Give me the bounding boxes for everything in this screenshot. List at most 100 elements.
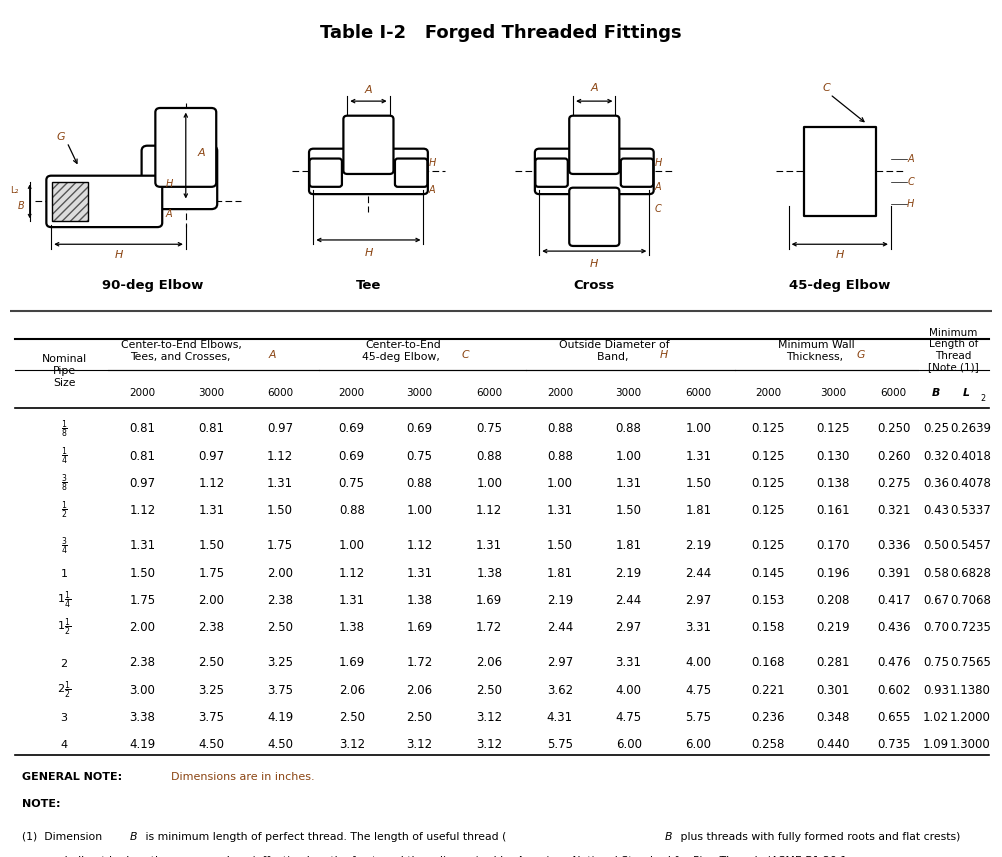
Text: 2.38: 2.38 (268, 594, 293, 607)
Text: 1.69: 1.69 (339, 656, 365, 669)
Text: 2.44: 2.44 (615, 594, 641, 607)
Text: $\frac{1}{4}$: $\frac{1}{4}$ (60, 446, 67, 467)
Text: H: H (836, 250, 844, 261)
Text: 0.125: 0.125 (752, 450, 785, 463)
Text: B: B (665, 831, 672, 842)
Text: 2.06: 2.06 (407, 684, 433, 697)
Text: 1.12: 1.12 (129, 504, 155, 517)
Text: 4.50: 4.50 (268, 738, 293, 751)
Text: 2000: 2000 (756, 388, 782, 399)
Text: 0.7068: 0.7068 (950, 594, 991, 607)
FancyBboxPatch shape (535, 149, 653, 195)
Text: NOTE:: NOTE: (22, 800, 60, 809)
Text: (1)  Dimension: (1) Dimension (22, 831, 105, 842)
Text: 1.81: 1.81 (615, 539, 641, 553)
Text: 0.735: 0.735 (877, 738, 911, 751)
Text: 0.170: 0.170 (817, 539, 850, 553)
Text: 3000: 3000 (198, 388, 224, 399)
Text: 0.440: 0.440 (817, 738, 850, 751)
Text: 0.281: 0.281 (817, 656, 850, 669)
Text: 0.250: 0.250 (877, 423, 911, 435)
Text: 1.02: 1.02 (923, 710, 949, 723)
Text: Table I-2   Forged Threaded Fittings: Table I-2 Forged Threaded Fittings (321, 24, 681, 42)
Text: Outside Diameter of
Band,: Outside Diameter of Band, (559, 340, 669, 362)
Text: 1.50: 1.50 (547, 539, 573, 553)
Text: 3.00: 3.00 (129, 684, 155, 697)
Text: 3.12: 3.12 (339, 738, 365, 751)
Text: 0.168: 0.168 (752, 656, 785, 669)
Text: 2.38: 2.38 (198, 620, 224, 634)
Text: 1.00: 1.00 (547, 476, 573, 489)
Text: 1.50: 1.50 (615, 504, 641, 517)
Text: 0.69: 0.69 (339, 450, 365, 463)
Text: 0.219: 0.219 (816, 620, 850, 634)
Text: 1.12: 1.12 (476, 504, 502, 517)
Text: 0.125: 0.125 (752, 476, 785, 489)
Text: L: L (963, 388, 970, 399)
Text: plus threads with fully formed roots and flat crests): plus threads with fully formed roots and… (676, 831, 960, 842)
Text: 2.50: 2.50 (198, 656, 224, 669)
Text: Cross: Cross (574, 279, 615, 292)
Text: H: H (659, 351, 667, 360)
Text: A: A (590, 83, 598, 93)
Text: 2000: 2000 (339, 388, 365, 399)
Text: 3.31: 3.31 (685, 620, 711, 634)
Text: 4.00: 4.00 (685, 656, 711, 669)
Text: 0.4018: 0.4018 (950, 450, 991, 463)
Text: 1.09: 1.09 (923, 738, 949, 751)
Text: 0.336: 0.336 (877, 539, 911, 553)
Text: B: B (932, 388, 940, 399)
Text: 0.2639: 0.2639 (950, 423, 991, 435)
FancyBboxPatch shape (46, 176, 162, 227)
Text: Minimum Wall
Thickness,: Minimum Wall Thickness, (778, 340, 855, 362)
Text: 3.75: 3.75 (268, 684, 293, 697)
Text: H: H (590, 259, 598, 269)
Text: 0.69: 0.69 (407, 423, 433, 435)
FancyBboxPatch shape (344, 116, 394, 174)
Text: 0.75: 0.75 (407, 450, 433, 463)
Text: $1$: $1$ (60, 567, 68, 579)
Text: 3.25: 3.25 (268, 656, 293, 669)
Text: G: G (57, 132, 65, 142)
Text: 0.208: 0.208 (817, 594, 850, 607)
Text: 3000: 3000 (407, 388, 433, 399)
Text: 1.38: 1.38 (476, 566, 502, 579)
Text: 1.3000: 1.3000 (950, 738, 991, 751)
Text: 1.2000: 1.2000 (950, 710, 991, 723)
Text: 5.75: 5.75 (547, 738, 573, 751)
Text: 0.125: 0.125 (817, 423, 850, 435)
Text: 0.5337: 0.5337 (950, 504, 991, 517)
Text: 0.97: 0.97 (129, 476, 155, 489)
Text: 6000: 6000 (685, 388, 711, 399)
Text: 0.97: 0.97 (198, 450, 224, 463)
Text: 1.12: 1.12 (267, 450, 294, 463)
Text: 45-deg Elbow: 45-deg Elbow (790, 279, 891, 292)
Text: 1.1380: 1.1380 (950, 684, 991, 697)
Text: 0.153: 0.153 (752, 594, 785, 607)
Text: 2.50: 2.50 (407, 710, 433, 723)
Text: 1.00: 1.00 (476, 476, 502, 489)
Text: 1.12: 1.12 (407, 539, 433, 553)
Text: 1.12: 1.12 (339, 566, 365, 579)
Text: G: G (857, 351, 865, 360)
Text: 1.00: 1.00 (339, 539, 365, 553)
Text: 0.75: 0.75 (476, 423, 502, 435)
Text: 1.31: 1.31 (129, 539, 155, 553)
Text: 0.97: 0.97 (267, 423, 294, 435)
Text: 0.236: 0.236 (752, 710, 785, 723)
Text: A: A (907, 154, 914, 165)
Polygon shape (804, 128, 876, 215)
Text: 0.221: 0.221 (752, 684, 785, 697)
Text: 0.81: 0.81 (129, 423, 155, 435)
Text: 0.4078: 0.4078 (950, 476, 991, 489)
Text: 0.88: 0.88 (476, 450, 502, 463)
Text: 6000: 6000 (476, 388, 502, 399)
Text: 1.72: 1.72 (476, 620, 502, 634)
Text: 0.196: 0.196 (816, 566, 850, 579)
Bar (52, 182, 87, 221)
Text: C: C (823, 83, 830, 93)
Bar (52, 182, 87, 221)
Text: 1.31: 1.31 (685, 450, 711, 463)
Text: A: A (654, 182, 661, 192)
Text: 0.348: 0.348 (817, 710, 850, 723)
